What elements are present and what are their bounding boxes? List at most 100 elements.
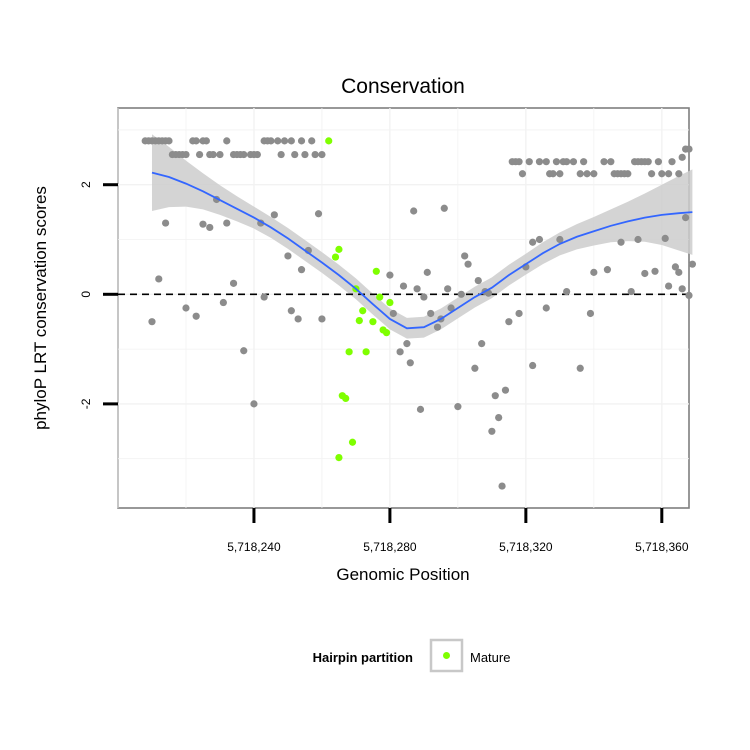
other-point: [580, 158, 588, 166]
other-point: [668, 158, 676, 166]
mature-point: [359, 307, 367, 315]
plot-background: [117, 107, 690, 509]
other-point: [182, 304, 190, 312]
legend-title: Hairpin partition: [313, 650, 413, 665]
other-point: [535, 158, 544, 166]
x-axis-title: Genomic Position: [336, 565, 469, 584]
other-point: [444, 285, 452, 293]
other-point: [563, 158, 571, 166]
x-tick-label: 5,718,320: [499, 540, 553, 554]
other-point: [399, 282, 408, 290]
other-point: [586, 309, 595, 318]
other-point: [294, 315, 302, 323]
mature-point: [335, 245, 343, 253]
other-point: [569, 158, 578, 166]
other-point: [301, 150, 309, 159]
mature-points: [325, 137, 394, 462]
other-point: [495, 413, 503, 422]
other-point: [447, 304, 455, 312]
other-point: [665, 282, 673, 290]
other-point: [311, 150, 319, 159]
other-point: [675, 170, 683, 178]
other-point: [413, 285, 421, 293]
other-point: [529, 238, 537, 246]
other-point: [403, 340, 411, 348]
mature-point: [348, 438, 357, 446]
other-point: [416, 405, 425, 413]
other-point: [654, 158, 663, 166]
other-point: [195, 150, 204, 159]
legend-key-mature: [443, 652, 450, 659]
other-point: [284, 252, 292, 260]
other-point: [267, 137, 275, 145]
mature-point: [386, 298, 394, 307]
other-point: [542, 304, 550, 312]
other-point: [423, 268, 431, 276]
other-point: [260, 293, 268, 301]
other-point: [542, 158, 550, 166]
y-axis: -2 0 2: [79, 181, 118, 409]
other-point: [314, 210, 323, 218]
other-point: [216, 150, 224, 159]
other-point: [603, 266, 612, 274]
other-point: [308, 137, 316, 145]
confidence-ribbon: [151, 134, 693, 339]
y-axis-title: phyloP LRT conservation scores: [31, 186, 50, 430]
mature-point: [342, 394, 350, 403]
other-point: [552, 158, 561, 166]
other-point: [474, 277, 482, 285]
mature-point: [345, 348, 353, 356]
other-point: [318, 150, 326, 159]
other-point: [182, 150, 190, 159]
other-point: [688, 260, 696, 268]
other-point: [556, 170, 564, 178]
other-point: [648, 170, 656, 178]
mature-point: [382, 329, 391, 337]
other-point: [223, 219, 231, 227]
other-point: [433, 323, 442, 331]
other-point: [624, 170, 632, 178]
other-point: [651, 267, 659, 275]
other-point: [563, 287, 571, 296]
other-point: [202, 137, 210, 145]
other-point: [634, 235, 642, 244]
other-point: [576, 170, 584, 178]
other-point: [229, 279, 238, 287]
x-tick-label: 5,718,360: [635, 540, 689, 554]
other-point: [505, 318, 513, 326]
confidence-ribbon-area: [151, 134, 693, 339]
other-point: [498, 482, 506, 490]
mature-point: [331, 253, 340, 261]
smooth-line: [151, 171, 693, 330]
y-tick-label: -2: [79, 398, 93, 409]
other-point: [576, 364, 584, 372]
other-point: [478, 340, 486, 348]
other-points: [141, 137, 696, 490]
other-point: [685, 291, 693, 299]
other-point: [590, 268, 598, 276]
other-point: [454, 403, 462, 411]
other-point: [240, 150, 248, 159]
other-point: [427, 309, 435, 318]
legend: Hairpin partition Mature: [313, 638, 510, 673]
other-point: [471, 364, 479, 372]
other-point: [165, 137, 173, 145]
other-point: [671, 263, 680, 271]
x-tick-label: 5,718,280: [363, 540, 417, 554]
other-point: [665, 170, 673, 178]
other-point: [274, 137, 282, 145]
other-point: [277, 150, 285, 159]
other-point: [685, 145, 693, 153]
other-point: [396, 348, 404, 356]
other-point: [250, 400, 258, 408]
mature-point: [369, 318, 377, 326]
other-point: [682, 213, 690, 222]
other-point: [291, 150, 299, 159]
mature-point: [325, 137, 333, 145]
other-point: [678, 285, 686, 293]
other-point: [658, 170, 666, 178]
other-point: [488, 427, 496, 435]
other-point: [406, 359, 414, 367]
other-point: [297, 266, 306, 274]
